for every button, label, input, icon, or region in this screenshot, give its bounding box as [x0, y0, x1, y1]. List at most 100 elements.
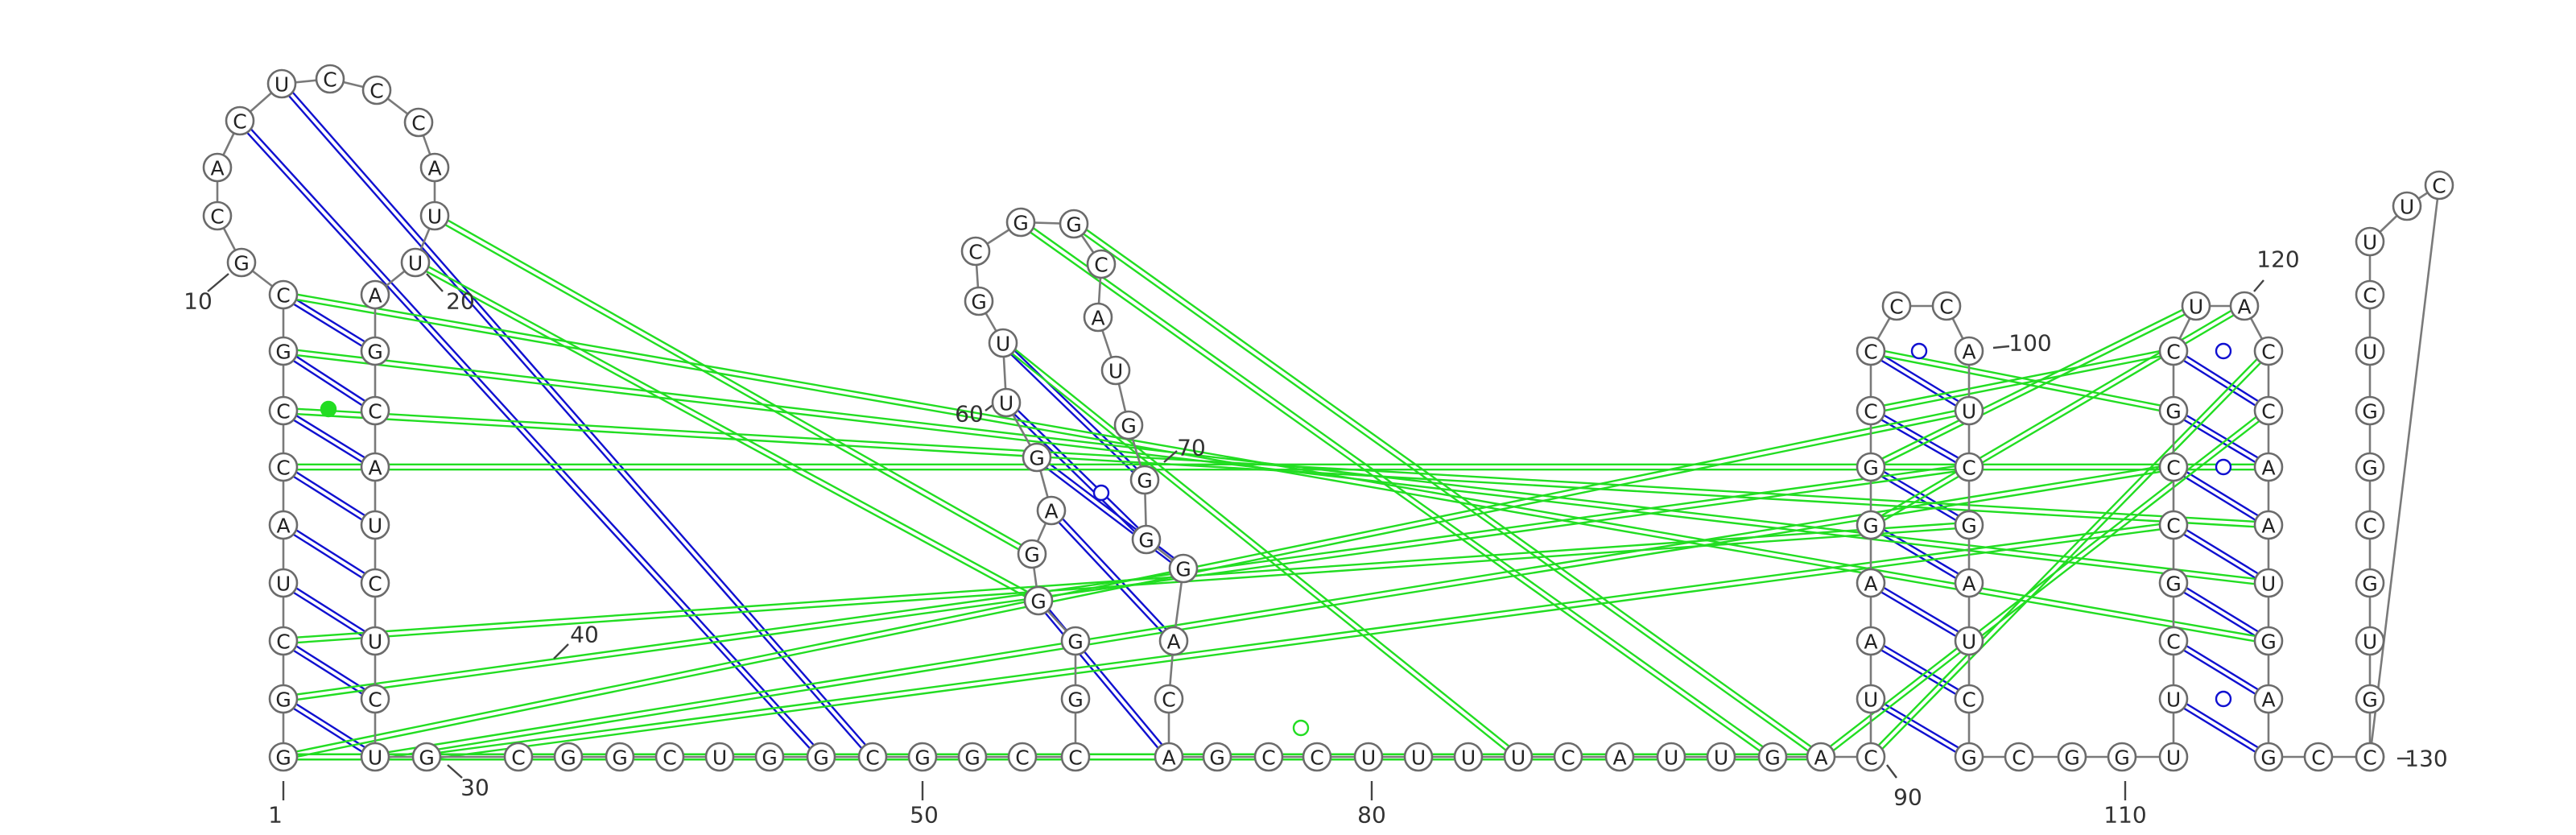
position-label-50: 50 — [910, 802, 939, 829]
base-pair-41-b — [426, 521, 2174, 756]
nucleotide-circle — [360, 510, 390, 540]
nucleotide-56: A — [1083, 302, 1113, 333]
base-pair-1-b — [284, 638, 378, 698]
position-tick-7 — [1163, 450, 1178, 463]
nucleotide-letter: C — [276, 400, 290, 424]
nucleotide-67: C — [1302, 742, 1332, 772]
nucleotide-circle — [2057, 742, 2087, 772]
nucleotide-circle — [268, 510, 299, 540]
nucleotide-98: G — [2107, 742, 2137, 772]
nucleotide-circle — [1881, 291, 1912, 321]
nucleotide-circle — [2158, 684, 2189, 714]
nucleotide-circle — [1253, 742, 1284, 772]
base-pair-0-a — [281, 700, 374, 760]
nucleotide-circle — [1954, 452, 1984, 482]
nucleotide-113: U — [2253, 568, 2284, 598]
nucleotide-letter: C — [1962, 688, 1975, 712]
nucleotide-circle — [2253, 568, 2284, 598]
nucleotide-letter: C — [233, 110, 246, 134]
nucleotide-circle — [1007, 742, 1038, 772]
base-pair-47-a — [1870, 352, 2174, 415]
base-pair-39-b — [283, 291, 2269, 640]
nucleotide-78: C — [1856, 742, 1886, 772]
nucleotide-circle — [1706, 742, 1736, 772]
nucleotide-circle — [226, 247, 257, 278]
nucleotide-letter: C — [1889, 296, 1903, 319]
nucleotide-letter: U — [1108, 360, 1123, 383]
base-pair-5-a — [281, 411, 374, 470]
base-pair-25-a — [2171, 526, 2268, 586]
base-pair-12-a — [1034, 458, 1183, 572]
nucleotide-circle — [1954, 336, 1984, 366]
nucleotide-60: G — [1131, 524, 1162, 555]
nucleotide-letter: G — [2114, 746, 2129, 770]
nucleotide-circle — [2158, 395, 2189, 426]
nucleotide-circle — [268, 395, 299, 426]
nucleotide-121: G — [2355, 568, 2385, 598]
nucleotide-2: G — [268, 684, 299, 714]
nucleotide-12: A — [202, 152, 233, 183]
base-pair-50-b — [283, 521, 1969, 640]
nucleotide-46: G — [1017, 539, 1047, 569]
base-pair-22-b — [2174, 696, 2271, 756]
position-tick-4 — [553, 643, 569, 659]
nucleotide-37: G — [806, 742, 836, 772]
nucleotide-111: A — [2253, 452, 2284, 482]
nucleotide-circle — [360, 626, 390, 656]
nucleotide-letter: G — [964, 746, 980, 770]
nucleotide-circle — [361, 75, 392, 105]
base-pair-34-b — [1075, 221, 1823, 756]
nucleotide-circle — [1856, 626, 1886, 656]
nucleotide-106: C — [2158, 336, 2189, 366]
nucleotide-15: C — [315, 64, 345, 94]
nucleotide-65: G — [1202, 742, 1232, 772]
nucleotide-circle — [268, 684, 299, 714]
nucleotide-letter: C — [1068, 746, 1082, 770]
nucleotide-109: C — [2253, 336, 2284, 366]
base-pair-12-b — [1038, 454, 1186, 568]
nucleotide-letter: C — [2166, 341, 2180, 364]
pair-marker-5 — [2215, 690, 2232, 708]
nucleotide-62: A — [1158, 626, 1189, 656]
nucleotide-circle — [419, 152, 450, 183]
nucleotide-7: C — [268, 395, 299, 426]
base-pair-30-b — [415, 259, 1041, 600]
nucleotide-letter: G — [2362, 573, 2377, 596]
base-pair-50-a — [283, 526, 1970, 645]
nucleotide-letter: A — [2237, 296, 2251, 319]
nucleotide-25: U — [360, 510, 390, 540]
nucleotide-89: U — [1954, 395, 1984, 426]
nucleotide-circle — [2158, 742, 2189, 772]
nucleotide-letter: C — [1939, 296, 1953, 319]
nucleotide-letter: C — [2363, 284, 2376, 308]
nucleotide-circle — [1086, 249, 1117, 279]
nucleotide-letter: C — [276, 630, 290, 654]
nucleotide-letter: G — [1013, 212, 1028, 235]
base-pair-0-b — [284, 696, 378, 756]
nucleotide-73: A — [1604, 742, 1635, 772]
nucleotide-49: U — [991, 387, 1022, 418]
nucleotide-circle — [960, 236, 991, 267]
position-label-100: 100 — [2008, 330, 2051, 357]
nucleotide-108: A — [2229, 291, 2260, 321]
nucleotide-letter: U — [712, 746, 727, 770]
base-pair-17-a — [1868, 584, 1968, 644]
base-pair-10-b — [1039, 598, 1172, 756]
base-pair-9-a — [279, 85, 872, 759]
nucleotide-circle — [1005, 207, 1036, 238]
nucleotide-letter: U — [368, 746, 382, 770]
nucleotide-14: U — [266, 68, 297, 99]
nucleotide-87: C — [1931, 291, 1962, 321]
nucleotide-11: C — [202, 200, 233, 231]
nucleotide-26: C — [360, 568, 390, 598]
base-pair-15-b — [1872, 696, 1971, 756]
nucleotide-circle — [907, 742, 938, 772]
base-pair-23-b — [2174, 638, 2271, 698]
backbone-line — [216, 77, 2441, 759]
nucleotide-circle — [503, 742, 534, 772]
nucleotide-129: C — [2424, 170, 2454, 200]
nucleotide-letter: U — [427, 205, 442, 229]
base-pair-7-b — [284, 291, 378, 350]
nucleotide-circle — [553, 742, 584, 772]
